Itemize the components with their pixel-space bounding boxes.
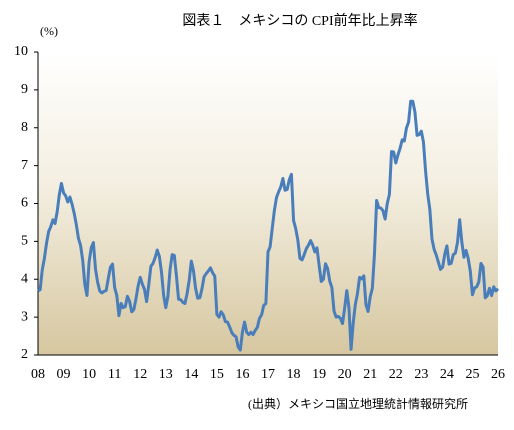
y-tick-label: 8 (21, 120, 28, 135)
x-tick-label: 12 (133, 367, 147, 382)
x-tick-label: 25 (465, 367, 479, 382)
x-tick-label: 08 (31, 367, 45, 382)
y-tick-label: 2 (21, 347, 28, 362)
chart-title: 図表１ メキシコの CPI前年比上昇率 (182, 12, 417, 29)
y-tick-label: 6 (21, 196, 28, 211)
x-tick-label: 23 (414, 367, 428, 382)
x-tick-label: 09 (57, 367, 71, 382)
x-tick-label: 24 (440, 367, 454, 382)
x-tick-label: 18 (287, 367, 301, 382)
y-axis-unit: (%) (40, 24, 58, 38)
x-tick-label: 19 (312, 367, 326, 382)
y-tick-label: 9 (21, 82, 28, 97)
x-tick-label: 14 (184, 367, 198, 382)
source: (出典）メキシコ国立地理統計情報研究所 (248, 396, 468, 411)
x-tick-label: 22 (389, 367, 403, 382)
x-tick-label: 11 (108, 367, 121, 382)
cpi-line (37, 99, 500, 352)
x-tick-label: 20 (338, 367, 352, 382)
y-tick-label: 3 (21, 309, 28, 324)
x-tick-label: 15 (210, 367, 224, 382)
y-tick-label: 10 (14, 44, 28, 59)
x-tick-label: 21 (363, 367, 377, 382)
x-tick-label: 10 (82, 367, 96, 382)
y-tick-label: 7 (21, 158, 28, 173)
plot-area (38, 52, 498, 355)
x-tick-label: 26 (491, 367, 505, 382)
y-tick-label: 5 (21, 234, 28, 249)
x-tick-label: 13 (159, 367, 173, 382)
y-tick-label: 4 (21, 271, 28, 286)
x-tick-label: 16 (235, 367, 249, 382)
x-tick-label: 17 (261, 367, 275, 382)
